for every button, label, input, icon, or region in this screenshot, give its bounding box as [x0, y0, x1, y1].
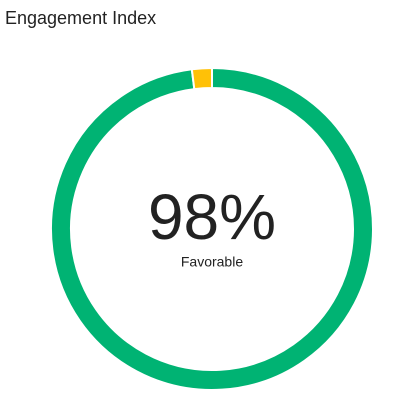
donut-segment	[50, 66, 374, 391]
chart-title: Engagement Index	[5, 8, 156, 28]
donut-segment	[190, 66, 213, 91]
center-label: Favorable	[181, 254, 243, 270]
center-value: 98%	[148, 181, 276, 253]
